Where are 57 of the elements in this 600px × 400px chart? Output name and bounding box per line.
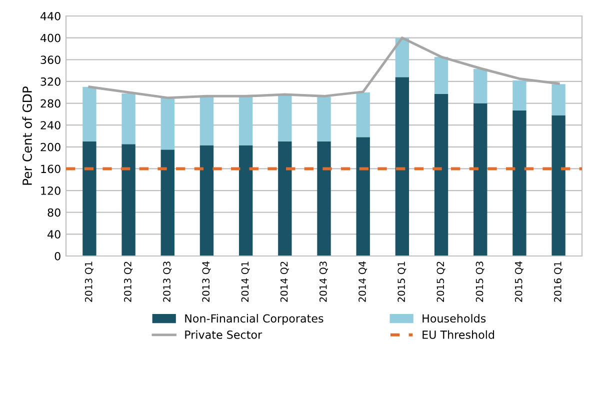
- y-tick-label: 160: [41, 164, 60, 174]
- bar: [512, 80, 526, 110]
- y-tick-label: 200: [40, 142, 60, 152]
- y-tick-label: 400: [40, 34, 60, 42]
- y-tick-label: 40: [48, 230, 60, 239]
- x-tick-label: 2014 Q1: [241, 262, 250, 302]
- legend-label: Non-Financial Corporates: [185, 314, 324, 325]
- bar: [552, 84, 566, 116]
- bar: [278, 141, 292, 256]
- bar: [122, 93, 136, 144]
- x-tick-label: 2015 Q3: [476, 262, 484, 302]
- x-tick-label: 2016 Q1: [554, 262, 562, 302]
- x-tick-label: 2014 Q4: [358, 261, 368, 302]
- y-tick-label: 240: [40, 121, 60, 130]
- bar: [238, 145, 253, 256]
- bar: [317, 96, 331, 142]
- bar: [200, 145, 214, 256]
- bar: [395, 38, 410, 78]
- bar: [238, 96, 253, 146]
- y-tick-label: 120: [41, 186, 60, 195]
- bar: [122, 144, 136, 256]
- bar: [512, 110, 526, 256]
- legend-label: EU Threshold: [422, 330, 494, 339]
- legend-label: Households: [422, 314, 486, 323]
- bar: [82, 86, 96, 142]
- x-tick-label: 2013 Q1: [84, 262, 94, 302]
- bar: [474, 103, 488, 256]
- x-tick-label: 2013 Q3: [163, 262, 172, 302]
- bar: [356, 92, 370, 138]
- bar: [395, 77, 410, 256]
- bar: [434, 56, 448, 94]
- legend-label: Private Sector: [185, 330, 262, 339]
- bar: [200, 96, 214, 146]
- x-tick-label: 2014 Q3: [319, 262, 328, 302]
- bar: [356, 137, 370, 256]
- x-tick-label: 2013 Q4: [202, 261, 211, 302]
- bar: [160, 98, 174, 150]
- x-tick-label: 2014 Q2: [280, 262, 289, 302]
- x-tick-label: 2015 Q2: [436, 262, 446, 302]
- bar: [82, 141, 96, 256]
- x-tick-label: 2013 Q2: [124, 262, 132, 302]
- y-tick-label: 0: [54, 252, 60, 260]
- bar: [317, 141, 331, 256]
- bar: [434, 94, 448, 256]
- y-tick-label: 360: [40, 56, 60, 64]
- bar: [474, 68, 488, 104]
- y-tick-label: 280: [40, 99, 60, 108]
- y-tick-label: 440: [40, 12, 60, 20]
- bar: [160, 150, 174, 256]
- y-tick-label: 80: [48, 208, 60, 217]
- x-tick-label: 2015 Q1: [398, 262, 406, 302]
- bar: [552, 115, 566, 256]
- x-tick-label: 2015 Q4: [514, 261, 524, 302]
- line-series: [88, 36, 560, 100]
- y-tick-label: 320: [40, 77, 60, 86]
- y-axis-title: Per Cent of GDP: [22, 86, 32, 185]
- bar: [278, 95, 292, 142]
